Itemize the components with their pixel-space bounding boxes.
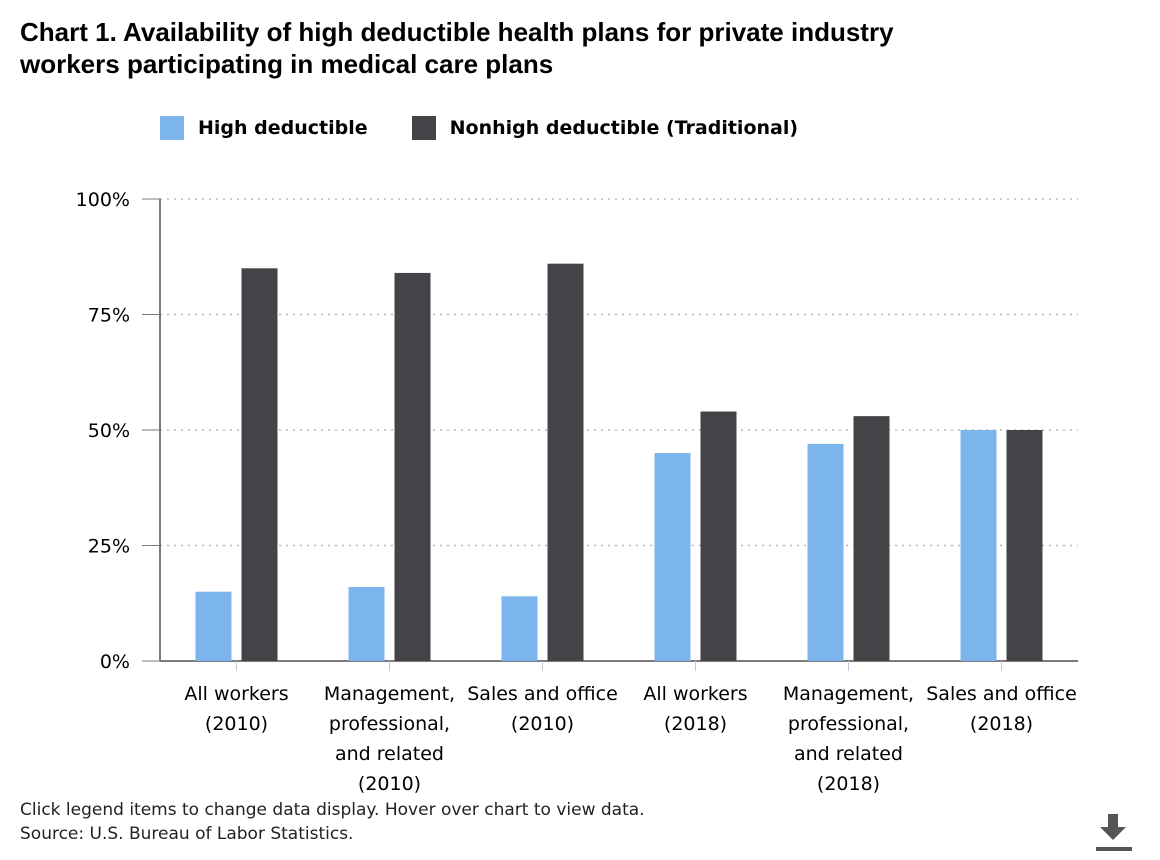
bar-high-deductible-1[interactable]: High deductible: 16% [348, 587, 385, 661]
y-tick-label: 50% [88, 420, 130, 442]
x-category-label: All workers (2018) [643, 683, 747, 735]
y-tick-label: 100% [76, 189, 130, 211]
x-category-label: Management, professional, and related (2018… [783, 683, 914, 795]
y-tick-label: 25% [88, 536, 130, 558]
legend-item-nonhigh-deductible[interactable]: Nonhigh deductible (Traditional) [411, 116, 799, 140]
chart-title: Chart 1. Availability of high deductible… [20, 16, 1120, 80]
chart-source: Source: U.S. Bureau of Labor Statistics. [20, 824, 354, 844]
legend-label-high-deductible: High deductible [198, 117, 368, 139]
bar-nonhigh-deductible-2[interactable]: Nonhigh deductible (Traditional): 86% [547, 263, 584, 661]
bar-high-deductible-5[interactable]: High deductible: 50% [960, 430, 997, 661]
chart-title-line-2: workers participating in medical care pl… [20, 49, 554, 79]
download-icon[interactable] [1094, 812, 1134, 854]
chart-instructions: Click legend items to change data displa… [20, 800, 645, 820]
bar-nonhigh-deductible-5[interactable]: Nonhigh deductible (Traditional): 50% [1006, 430, 1043, 661]
bar-high-deductible-4[interactable]: High deductible: 47% [807, 443, 844, 661]
bar-high-deductible-0[interactable]: High deductible: 15% [195, 591, 232, 661]
bar-nonhigh-deductible-3[interactable]: Nonhigh deductible (Traditional): 54% [700, 411, 737, 661]
legend-item-high-deductible[interactable]: High deductible [160, 116, 368, 140]
bar-high-deductible-2[interactable]: High deductible: 14% [501, 596, 538, 661]
x-category-label: Sales and office (2010) [467, 683, 618, 735]
chart-title-line-1: Chart 1. Availability of high deductible… [20, 17, 894, 47]
legend-label-nonhigh-deductible: Nonhigh deductible (Traditional) [449, 117, 799, 139]
bar-nonhigh-deductible-0[interactable]: Nonhigh deductible (Traditional): 85% [241, 268, 278, 661]
bar-nonhigh-deductible-4[interactable]: Nonhigh deductible (Traditional): 53% [853, 416, 890, 661]
chart-legend: High deductible Nonhigh deductible (Trad… [160, 112, 842, 144]
x-category-label: All workers (2010) [184, 683, 288, 735]
chart-footer: Click legend items to change data displa… [20, 798, 645, 846]
legend-swatch-high-deductible [160, 116, 184, 140]
x-category-label: Management, professional, and related (2010… [324, 683, 455, 795]
x-category-label: Sales and office (2018) [926, 683, 1077, 735]
bar-nonhigh-deductible-1[interactable]: Nonhigh deductible (Traditional): 84% [394, 272, 431, 661]
y-tick-label: 0% [100, 651, 130, 673]
bar-high-deductible-3[interactable]: High deductible: 45% [654, 453, 691, 661]
y-tick-label: 75% [88, 305, 130, 327]
legend-swatch-nonhigh-deductible [411, 116, 436, 140]
